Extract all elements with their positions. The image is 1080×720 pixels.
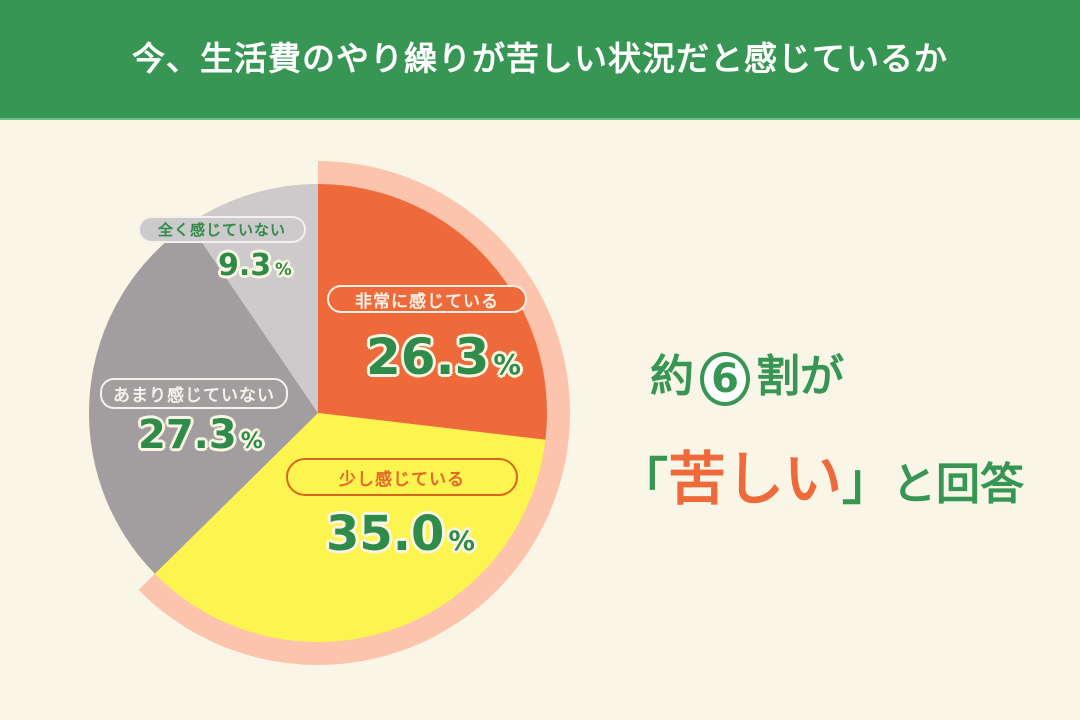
slice-label-very-much: 非常に感じている <box>327 285 527 313</box>
slice-label-somewhat: 少し感じている <box>286 458 518 496</box>
slice-value-somewhat: 35.0% <box>326 506 475 562</box>
chart-title: 今、生活費のやり繰りが苦しい状況だと感じているか <box>132 39 948 78</box>
slice-label-not-much: あまり感じていない <box>100 378 288 409</box>
headline-line1: 約 6 割が <box>650 340 844 406</box>
headline-line2: 「苦しい」と回答 <box>618 445 1025 513</box>
emphasis-text: 苦しい <box>668 445 843 513</box>
slice-value-not-at-all: 9.3% <box>218 248 292 283</box>
header-divider <box>0 118 1080 120</box>
header-banner: 今、生活費のやり繰りが苦しい状況だと感じているか <box>0 0 1080 118</box>
slice-value-very-much: 26.3% <box>366 328 521 386</box>
circled-number: 6 <box>700 352 750 406</box>
slice-label-not-at-all: 全く感じていない <box>138 216 306 243</box>
slice-value-not-much: 27.3% <box>138 412 263 458</box>
